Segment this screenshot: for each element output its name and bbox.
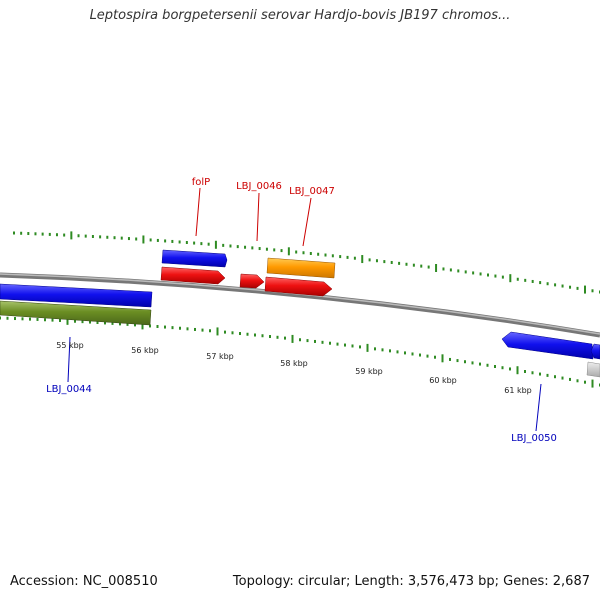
feature-blue-lbj0050 [501,331,600,360]
map-title: Leptospira borgpetersenii serovar Hardjo… [89,8,511,23]
feature-red-lbj0047 [264,276,333,297]
gene-label-lbj0044: LBJ_0044 [46,384,92,395]
chromosome-backbone [0,272,600,338]
kbp-label: 57 kbp [206,352,234,361]
kbp-label: 60 kbp [429,376,457,385]
accession-text: Accession: NC_008510 [10,574,158,589]
kbp-label: 61 kbp [504,386,532,395]
leader-line-lbj0044 [67,336,71,383]
leader-line-lbj0047 [302,197,312,247]
gene-label-lbj0050: LBJ_0050 [511,433,557,444]
inner-tick-row [0,316,600,388]
kbp-label: 55 kbp [56,341,84,350]
leader-line-folP [195,187,201,237]
feature-gray [586,361,600,378]
leader-line-lbj0050 [535,383,542,432]
feature-blue-forward [161,249,228,268]
gene-label-lbj0046: LBJ_0046 [236,181,282,192]
topology-summary: Topology: circular; Length: 3,576,473 bp… [232,574,590,589]
gene-label-folP: folP [192,177,210,188]
kbp-label: 59 kbp [355,367,383,376]
feature-blue-lbj0044 [0,283,153,308]
gene-label-lbj0047: LBJ_0047 [289,186,335,197]
outer-tick-row [13,231,600,294]
feature-red-folP [160,266,226,285]
feature-red-lbj0046 [239,273,265,289]
feature-green [0,300,152,326]
kbp-label: 58 kbp [280,359,308,368]
leader-line-lbj0046 [256,192,260,242]
feature-orange-rna [266,257,336,279]
kbp-label: 56 kbp [131,346,159,355]
